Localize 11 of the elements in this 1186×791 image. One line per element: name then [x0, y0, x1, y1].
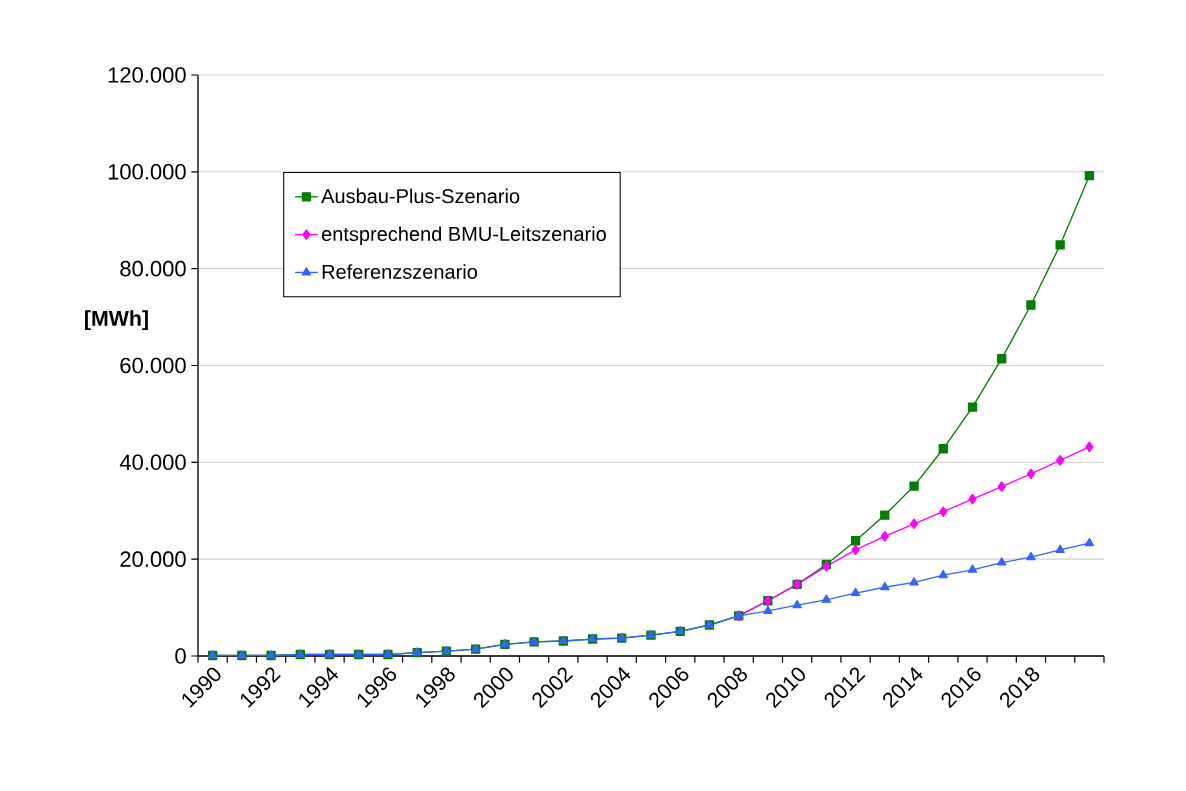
- y-tick-label: 20.000: [120, 551, 186, 567]
- y-tick-label: 40.000: [119, 454, 186, 471]
- y-axis-title: [MWh]: [85, 310, 148, 331]
- y-tick-label: 60.000: [120, 357, 186, 374]
- legend-label: Referenzszenario: [322, 264, 478, 279]
- legend-label: Ausbau-Plus-Szenario: [321, 188, 520, 204]
- y-tick-label: 100.000: [108, 164, 186, 180]
- y-tick-label: 0: [175, 648, 186, 664]
- y-tick-label: 120.000: [108, 67, 186, 83]
- legend-label: entsprechend BMU-Leitszenario: [321, 226, 606, 246]
- y-tick-label: 80.000: [120, 260, 186, 277]
